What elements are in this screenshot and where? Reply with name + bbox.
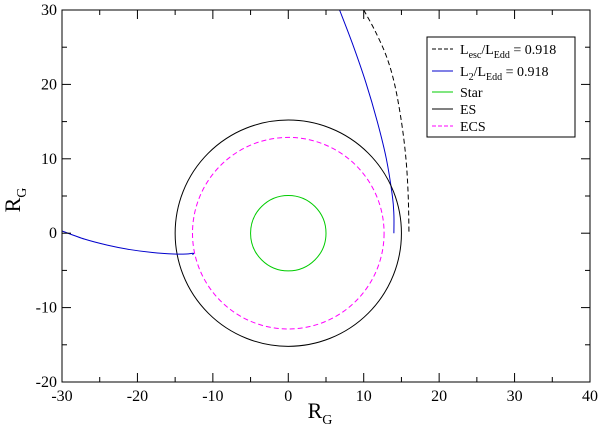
- x-axis-label-text: RG: [308, 398, 333, 428]
- left-blue-curve: [62, 230, 195, 256]
- legend-entry: ES: [460, 103, 476, 118]
- es-series: [174, 119, 402, 347]
- x-tick-label: 10: [356, 388, 372, 405]
- x-tick-label: -30: [51, 388, 72, 405]
- legend-box: [426, 36, 576, 138]
- x-tick-label: 40: [582, 388, 598, 405]
- y-axis-label-text: RG: [0, 188, 30, 213]
- legend-entry: L2/LEdd = 0.918: [460, 65, 549, 83]
- legend-entry: Lesc/LEdd = 0.918: [460, 43, 556, 61]
- y-tick-label: 20: [41, 76, 57, 93]
- x-tick-label: 20: [431, 388, 447, 405]
- x-tick-label: -10: [202, 388, 223, 405]
- y-axis-label: RG: [0, 188, 30, 213]
- y-tick-label: 0: [49, 225, 57, 242]
- plot-area: [62, 10, 410, 347]
- legend: Lesc/LEdd = 0.918 L2/LEdd = 0.918 Star ES EC…: [426, 36, 576, 138]
- x-tick-label: 30: [507, 388, 523, 405]
- x-tick-label: -20: [127, 388, 148, 405]
- lesc-series: [363, 10, 410, 234]
- legend-entry: Star: [460, 86, 483, 101]
- y-tick-label: 30: [41, 2, 57, 19]
- x-tick-label: 0: [284, 388, 292, 405]
- y-tick-label: 10: [41, 151, 57, 168]
- ecs-series: [191, 136, 385, 330]
- l2-series: [339, 10, 395, 234]
- y-tick-label: -20: [36, 374, 57, 391]
- y-tick-label: -10: [36, 300, 57, 317]
- x-axis-label: RG: [308, 398, 333, 428]
- star-series: [250, 194, 327, 272]
- legend-entry: ECS: [460, 120, 486, 135]
